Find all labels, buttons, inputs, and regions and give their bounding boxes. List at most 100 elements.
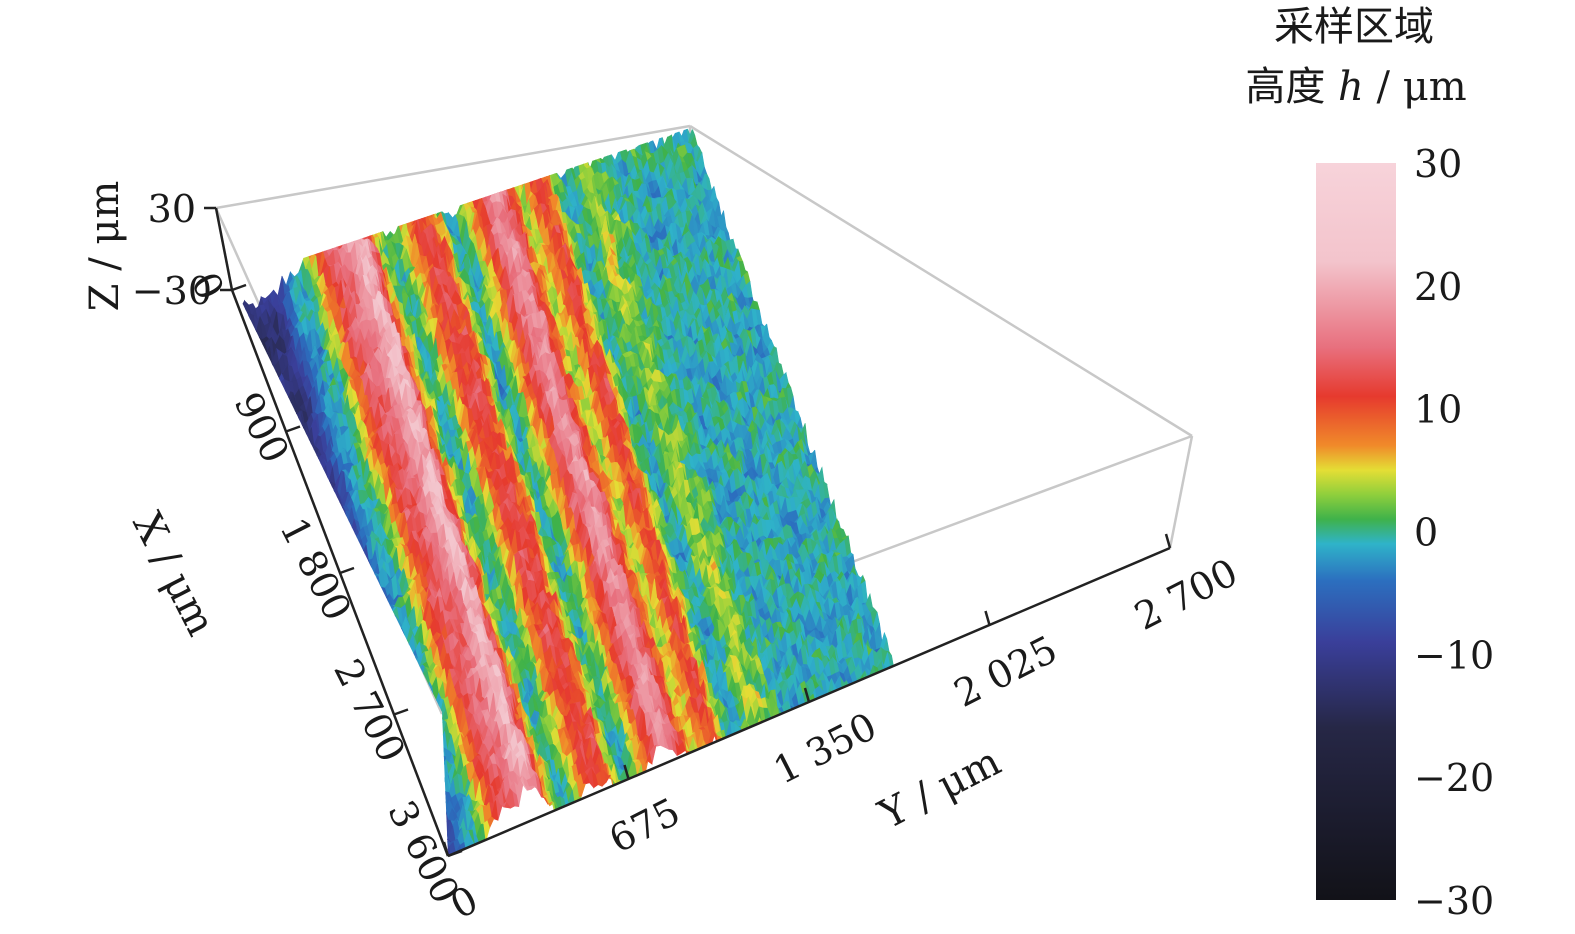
surface-cell [310,455,318,463]
surface-cell [460,196,469,205]
surface-cell [296,436,305,453]
surface-cell [315,235,323,245]
surface-cell [358,568,366,592]
surface-cell [353,564,361,577]
surface-cell [284,411,293,429]
surface-cell [330,526,338,551]
surface-cell [312,477,321,485]
surface-cell [298,432,307,447]
surface-cell [355,568,363,592]
surface-cell [357,565,365,577]
surface-cell [318,496,326,517]
surface-cell [301,460,310,471]
surface-cell [332,540,341,553]
surface-cell [360,224,368,233]
surface-cell [489,163,498,175]
surface-cell [329,232,337,245]
surface-cell [338,505,346,528]
surface-cell [410,200,419,217]
surface-cell [350,539,358,556]
surface-cell [539,166,547,170]
surface-cell [286,459,295,470]
surface-cell [530,157,539,173]
surface-cell [253,370,261,378]
surface-cell [334,517,342,529]
surface-cell [496,168,504,186]
surface-cell [319,225,327,244]
surface-cell [295,429,304,447]
surface-cell [533,160,542,182]
surface-cell [341,550,350,564]
surface-cell [331,509,339,528]
surface-cell [248,355,256,368]
surface-cell [486,174,494,192]
surface-cell [308,479,317,490]
surface-cell [284,404,293,410]
surface-cell [265,363,273,373]
surface-cell [348,205,356,218]
surface-cell [529,160,538,179]
surface-cell [479,171,488,188]
surface-cell [537,166,546,181]
surface-cell [343,537,351,557]
surface-cell [304,465,312,471]
surface-cell [359,215,367,234]
surface-cell [323,511,331,527]
surface-cell [296,487,304,496]
surface-cell [344,215,352,239]
surface-cell [477,180,486,197]
surface-cell [321,234,329,243]
surface-cell [303,438,311,447]
surface-cell [464,180,473,206]
surface-cell [490,174,498,195]
surface-cell [500,169,508,191]
surface-cell [347,226,355,239]
surface-cell [348,211,357,229]
surface-cell [492,165,500,186]
surface-cell [351,570,359,594]
surface-cell [286,406,295,416]
surface-cell [324,488,332,506]
surface-cell [535,158,543,174]
surface-cell [310,236,318,253]
surface-cell [339,202,348,221]
surface-cell [277,388,286,406]
surface-cell [484,173,492,179]
surface-cell [351,221,359,240]
surface-cell [279,404,288,409]
surface-cell [363,224,371,233]
surface-cell [320,512,329,523]
surface-cell [339,539,347,558]
surface-cell [273,380,281,390]
surface-cell [481,169,489,179]
surface-cell [345,534,353,546]
surface-cell [309,486,318,493]
surface-cell [238,327,247,339]
surface-cell [477,169,485,182]
surface-cell [338,522,347,547]
surface-cell [325,500,333,517]
surface-cell [327,230,335,239]
surface-cell [502,173,510,188]
surface-cell [332,522,340,534]
surface-cell [298,488,307,496]
surface-cell [327,509,335,526]
surface-cell [523,160,531,178]
surface-cell [319,234,327,252]
surface-cell [355,222,363,241]
surface-cell [488,165,496,183]
surface-cell [294,473,302,490]
surface-cell [494,176,502,194]
surface-cell [353,581,362,594]
surface-cell [347,537,356,547]
surface-cell [260,353,269,368]
surface-cell [497,168,506,182]
surface-cell [306,465,314,483]
surface-cell [350,207,358,226]
surface-cell [315,476,323,496]
surface-cell [291,418,299,428]
surface-cell [323,224,331,244]
surface-cell [352,200,360,218]
surface-cell [413,200,421,219]
surface-cell [314,465,323,481]
